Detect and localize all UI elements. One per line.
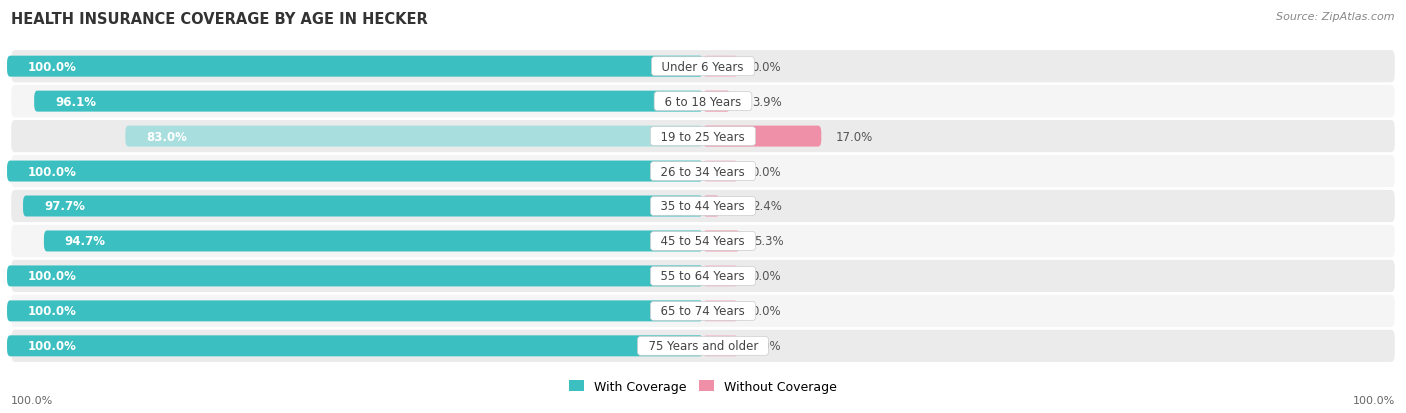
Text: 3.9%: 3.9% <box>752 95 782 108</box>
Text: 6 to 18 Years: 6 to 18 Years <box>657 95 749 108</box>
FancyBboxPatch shape <box>11 86 1395 118</box>
FancyBboxPatch shape <box>703 196 720 217</box>
FancyBboxPatch shape <box>7 161 703 182</box>
FancyBboxPatch shape <box>44 231 703 252</box>
FancyBboxPatch shape <box>11 260 1395 292</box>
FancyBboxPatch shape <box>11 51 1395 83</box>
Text: Source: ZipAtlas.com: Source: ZipAtlas.com <box>1277 12 1395 22</box>
Text: 0.0%: 0.0% <box>752 305 782 318</box>
FancyBboxPatch shape <box>703 301 738 322</box>
FancyBboxPatch shape <box>22 196 703 217</box>
FancyBboxPatch shape <box>703 335 738 356</box>
Text: 100.0%: 100.0% <box>1353 395 1395 405</box>
Text: 96.1%: 96.1% <box>55 95 96 108</box>
Text: 0.0%: 0.0% <box>752 61 782 74</box>
Text: 100.0%: 100.0% <box>28 61 77 74</box>
Text: 35 to 44 Years: 35 to 44 Years <box>654 200 752 213</box>
Text: 0.0%: 0.0% <box>752 270 782 283</box>
Text: 97.7%: 97.7% <box>44 200 84 213</box>
Text: 45 to 54 Years: 45 to 54 Years <box>654 235 752 248</box>
FancyBboxPatch shape <box>7 266 703 287</box>
FancyBboxPatch shape <box>7 57 703 78</box>
FancyBboxPatch shape <box>11 225 1395 257</box>
Text: 75 Years and older: 75 Years and older <box>641 339 765 352</box>
Text: 100.0%: 100.0% <box>28 339 77 352</box>
Text: 65 to 74 Years: 65 to 74 Years <box>654 305 752 318</box>
FancyBboxPatch shape <box>11 121 1395 153</box>
Text: 19 to 25 Years: 19 to 25 Years <box>654 130 752 143</box>
FancyBboxPatch shape <box>703 126 821 147</box>
FancyBboxPatch shape <box>34 91 703 112</box>
FancyBboxPatch shape <box>703 91 730 112</box>
FancyBboxPatch shape <box>703 57 738 78</box>
Text: 2.4%: 2.4% <box>752 200 782 213</box>
Text: 100.0%: 100.0% <box>28 165 77 178</box>
FancyBboxPatch shape <box>7 335 703 356</box>
FancyBboxPatch shape <box>11 295 1395 327</box>
FancyBboxPatch shape <box>125 126 703 147</box>
FancyBboxPatch shape <box>11 190 1395 223</box>
FancyBboxPatch shape <box>703 231 740 252</box>
FancyBboxPatch shape <box>11 156 1395 188</box>
Text: 17.0%: 17.0% <box>835 130 873 143</box>
Text: 83.0%: 83.0% <box>146 130 187 143</box>
FancyBboxPatch shape <box>703 161 738 182</box>
Text: 26 to 34 Years: 26 to 34 Years <box>654 165 752 178</box>
Text: 100.0%: 100.0% <box>11 395 53 405</box>
Text: 100.0%: 100.0% <box>28 305 77 318</box>
FancyBboxPatch shape <box>703 266 738 287</box>
Text: 0.0%: 0.0% <box>752 165 782 178</box>
Text: 5.3%: 5.3% <box>754 235 783 248</box>
Text: 0.0%: 0.0% <box>752 339 782 352</box>
Text: 94.7%: 94.7% <box>65 235 105 248</box>
Text: 100.0%: 100.0% <box>28 270 77 283</box>
FancyBboxPatch shape <box>11 330 1395 362</box>
Text: Under 6 Years: Under 6 Years <box>655 61 751 74</box>
Text: 55 to 64 Years: 55 to 64 Years <box>654 270 752 283</box>
Legend: With Coverage, Without Coverage: With Coverage, Without Coverage <box>564 375 842 398</box>
Text: HEALTH INSURANCE COVERAGE BY AGE IN HECKER: HEALTH INSURANCE COVERAGE BY AGE IN HECK… <box>11 12 427 27</box>
FancyBboxPatch shape <box>7 301 703 322</box>
